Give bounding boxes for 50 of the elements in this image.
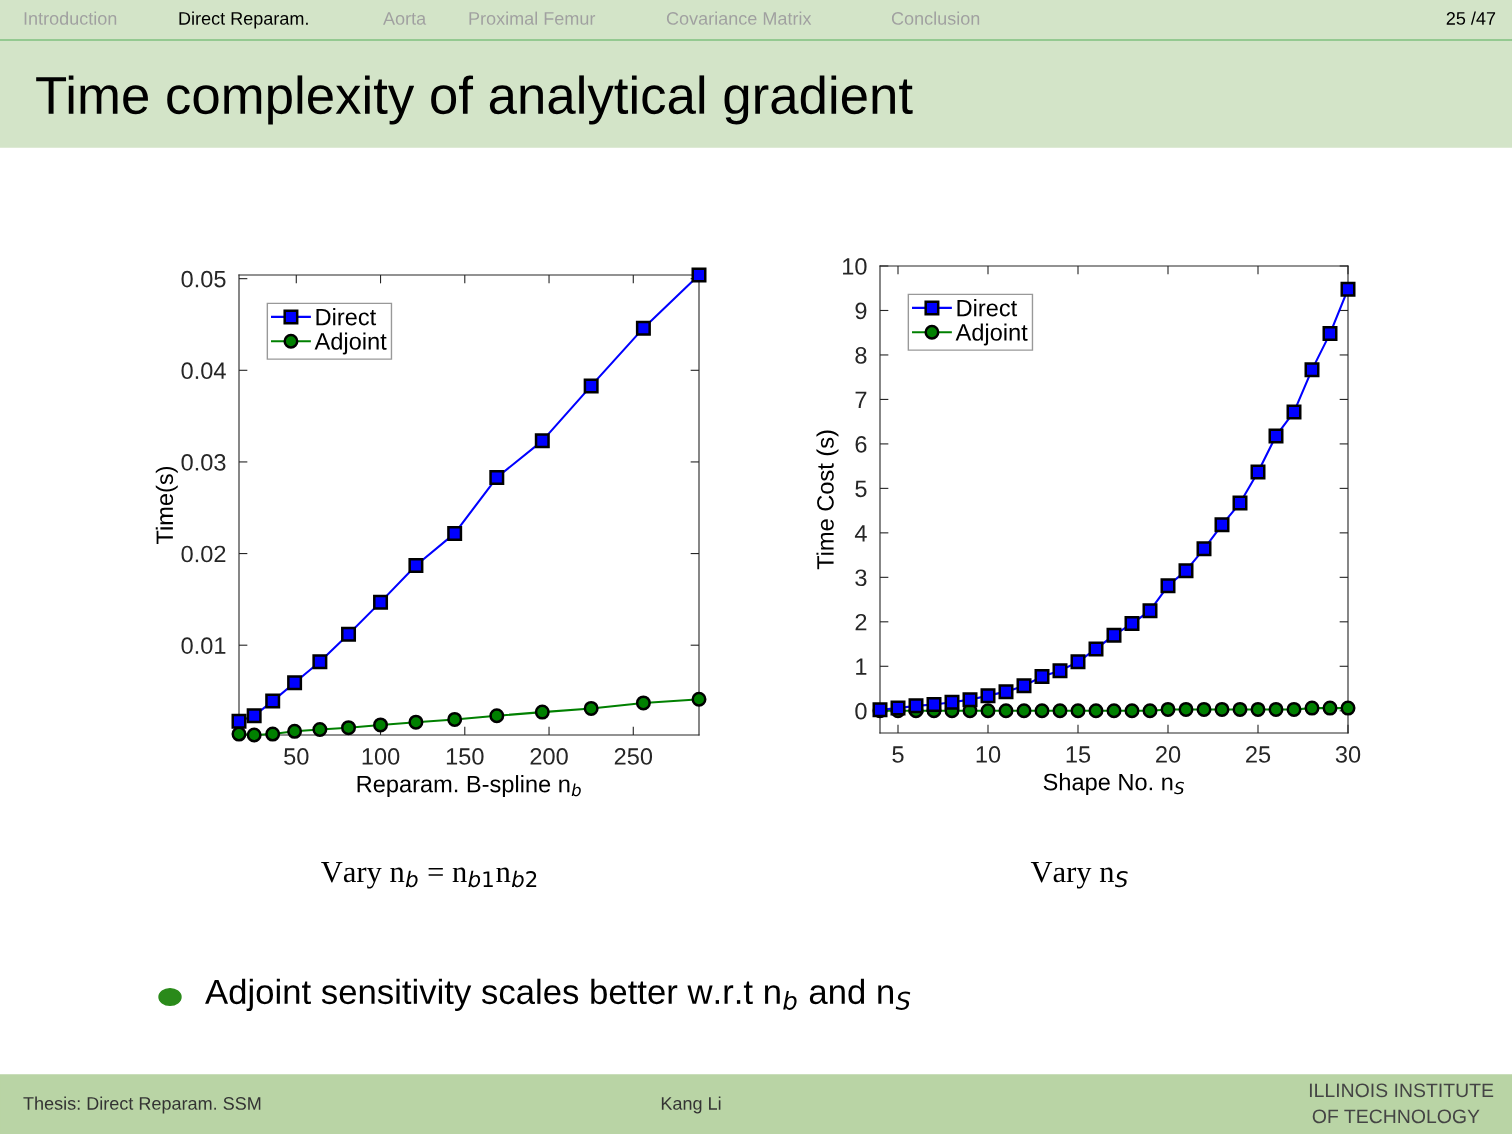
x-axis-title: Reparam. B-spline n$_{b}$ bbox=[357, 775, 581, 798]
x-tick-label: 25 bbox=[1246, 746, 1271, 763]
y-axis-title: Time Cost (s) bbox=[816, 430, 839, 570]
y-tick-label: 9 bbox=[855, 302, 867, 320]
text: Proximal Femur bbox=[469, 11, 596, 25]
x-tick-label: 150 bbox=[446, 748, 484, 765]
y-tick-label: 6 bbox=[855, 435, 867, 453]
x-tick-label: 100 bbox=[362, 748, 400, 765]
x-tick-label: 250 bbox=[614, 748, 653, 765]
y-tick-label: 4 bbox=[854, 525, 867, 542]
y-tick-label: 0.03 bbox=[181, 454, 226, 471]
text: Time complexity of analytical gradient bbox=[36, 75, 913, 125]
legend-label: Adjoint bbox=[955, 323, 1028, 346]
y-tick-label: 0.04 bbox=[181, 362, 226, 380]
text: ILLINOIS INSTITUTE bbox=[1309, 1083, 1494, 1098]
x-tick-label: 200 bbox=[530, 748, 568, 765]
text: Conclusion bbox=[891, 11, 980, 25]
legend-label: Direct bbox=[316, 308, 377, 326]
text: Covariance Matrix bbox=[666, 11, 812, 25]
y-tick-label: 3 bbox=[855, 569, 867, 587]
y-tick-label: 8 bbox=[855, 347, 867, 364]
text: Adjoint sensitivity scales better w.r.t n$_{b}$ and n$_{S}$ bbox=[205, 978, 911, 1012]
y-tick-label: 5 bbox=[855, 480, 867, 498]
text: Vary n$_{S}$ bbox=[1030, 861, 1128, 889]
x-tick-label: 10 bbox=[976, 746, 1001, 763]
x-tick-label: 50 bbox=[284, 748, 309, 765]
y-tick-label: 0 bbox=[855, 702, 867, 720]
x-axis-title: Shape No. n$_{S}$ bbox=[1043, 773, 1185, 796]
x-tick-label: 30 bbox=[1335, 746, 1361, 763]
text: Thesis: Direct Reparam. SSM bbox=[23, 1096, 261, 1114]
text: Kang Li bbox=[661, 1096, 721, 1114]
y-axis-title: Time(s) bbox=[155, 466, 178, 545]
text: Direct Reparam. bbox=[179, 11, 308, 29]
legend-label: Direct bbox=[957, 299, 1018, 317]
y-tick-label: 0.01 bbox=[181, 637, 226, 654]
text: Vary n$_{b}$ = n$_{b1}$n$_{b2}$ bbox=[321, 861, 537, 889]
y-tick-label: 0.02 bbox=[181, 545, 226, 563]
y-tick-label: 7 bbox=[855, 391, 867, 408]
y-tick-label: 0.05 bbox=[181, 270, 226, 288]
text: 25 /47 bbox=[1446, 11, 1496, 25]
text: OF TECHNOLOGY bbox=[1312, 1109, 1480, 1124]
x-tick-label: 5 bbox=[892, 746, 904, 763]
legend-label: Adjoint bbox=[314, 332, 387, 355]
y-tick-label: 2 bbox=[855, 613, 867, 631]
text: Aorta bbox=[383, 12, 427, 25]
x-tick-label: 20 bbox=[1156, 746, 1181, 763]
y-tick-label: 10 bbox=[843, 258, 867, 275]
text: Introduction bbox=[24, 11, 117, 25]
x-tick-label: 15 bbox=[1066, 746, 1091, 763]
y-tick-label: 1 bbox=[856, 658, 867, 675]
